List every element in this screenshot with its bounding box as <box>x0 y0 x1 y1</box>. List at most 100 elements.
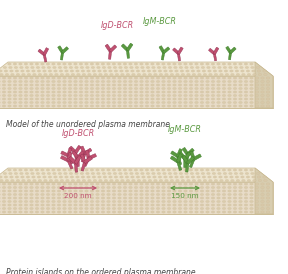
Ellipse shape <box>192 73 196 76</box>
Ellipse shape <box>74 63 77 65</box>
Ellipse shape <box>255 80 259 82</box>
Ellipse shape <box>57 193 61 196</box>
Ellipse shape <box>13 87 17 90</box>
Ellipse shape <box>266 197 270 199</box>
Ellipse shape <box>208 70 211 72</box>
Ellipse shape <box>63 84 66 86</box>
Ellipse shape <box>228 98 231 100</box>
Ellipse shape <box>107 80 110 82</box>
Ellipse shape <box>173 207 176 210</box>
Ellipse shape <box>168 172 172 175</box>
Ellipse shape <box>74 98 77 100</box>
Ellipse shape <box>250 193 253 196</box>
Ellipse shape <box>123 105 127 107</box>
Ellipse shape <box>118 197 121 199</box>
Ellipse shape <box>141 172 144 175</box>
Ellipse shape <box>228 207 231 210</box>
Ellipse shape <box>68 186 72 189</box>
Ellipse shape <box>233 193 237 196</box>
Ellipse shape <box>118 105 121 107</box>
Ellipse shape <box>54 176 57 178</box>
Ellipse shape <box>213 176 217 178</box>
Ellipse shape <box>79 95 83 97</box>
Ellipse shape <box>178 63 182 65</box>
FancyBboxPatch shape <box>186 156 195 164</box>
Ellipse shape <box>230 70 233 72</box>
Ellipse shape <box>189 169 193 171</box>
Ellipse shape <box>145 77 149 79</box>
Ellipse shape <box>74 80 77 82</box>
Ellipse shape <box>134 186 138 189</box>
Ellipse shape <box>266 98 270 100</box>
Ellipse shape <box>57 207 61 210</box>
Ellipse shape <box>57 197 61 199</box>
Ellipse shape <box>55 73 58 76</box>
Ellipse shape <box>24 197 28 199</box>
Ellipse shape <box>263 176 266 178</box>
FancyBboxPatch shape <box>170 156 179 163</box>
Ellipse shape <box>41 211 44 213</box>
Ellipse shape <box>123 169 127 171</box>
FancyBboxPatch shape <box>43 54 47 62</box>
Ellipse shape <box>145 98 149 100</box>
Ellipse shape <box>63 91 66 93</box>
Ellipse shape <box>206 169 209 171</box>
Ellipse shape <box>233 63 237 65</box>
Ellipse shape <box>203 73 207 76</box>
Ellipse shape <box>222 169 226 171</box>
Ellipse shape <box>167 77 171 79</box>
Ellipse shape <box>91 172 95 175</box>
FancyBboxPatch shape <box>190 158 195 168</box>
Ellipse shape <box>167 105 171 107</box>
Ellipse shape <box>35 105 39 107</box>
Ellipse shape <box>85 84 88 86</box>
FancyBboxPatch shape <box>74 152 78 161</box>
Ellipse shape <box>162 80 165 82</box>
Ellipse shape <box>184 84 187 86</box>
Ellipse shape <box>151 207 154 210</box>
Ellipse shape <box>129 183 132 185</box>
Ellipse shape <box>176 179 179 182</box>
Ellipse shape <box>4 176 8 178</box>
Ellipse shape <box>22 179 25 182</box>
Ellipse shape <box>104 179 108 182</box>
Ellipse shape <box>211 186 215 189</box>
Ellipse shape <box>211 101 215 104</box>
Ellipse shape <box>246 70 250 72</box>
Ellipse shape <box>9 66 12 68</box>
Ellipse shape <box>222 207 226 210</box>
Ellipse shape <box>137 179 141 182</box>
Ellipse shape <box>266 101 270 104</box>
Ellipse shape <box>47 172 51 175</box>
Ellipse shape <box>202 70 206 72</box>
Ellipse shape <box>97 172 100 175</box>
Ellipse shape <box>10 70 13 72</box>
Ellipse shape <box>52 190 55 192</box>
Ellipse shape <box>220 73 223 76</box>
Ellipse shape <box>118 186 121 189</box>
Ellipse shape <box>189 186 193 189</box>
Ellipse shape <box>85 95 88 97</box>
Ellipse shape <box>228 190 231 192</box>
Ellipse shape <box>156 211 160 213</box>
Ellipse shape <box>90 98 94 100</box>
Ellipse shape <box>35 87 39 90</box>
Ellipse shape <box>173 169 176 171</box>
Ellipse shape <box>211 63 215 65</box>
Ellipse shape <box>200 197 204 199</box>
Ellipse shape <box>52 200 55 202</box>
Ellipse shape <box>164 176 167 178</box>
Ellipse shape <box>239 105 242 107</box>
Ellipse shape <box>96 87 99 90</box>
Ellipse shape <box>30 91 33 93</box>
Ellipse shape <box>156 63 160 65</box>
Ellipse shape <box>42 172 45 175</box>
Ellipse shape <box>52 91 55 93</box>
Ellipse shape <box>81 70 85 72</box>
Ellipse shape <box>43 70 46 72</box>
Ellipse shape <box>244 101 248 104</box>
Ellipse shape <box>167 80 171 82</box>
Ellipse shape <box>19 207 22 210</box>
Ellipse shape <box>47 66 51 68</box>
Ellipse shape <box>90 95 94 97</box>
